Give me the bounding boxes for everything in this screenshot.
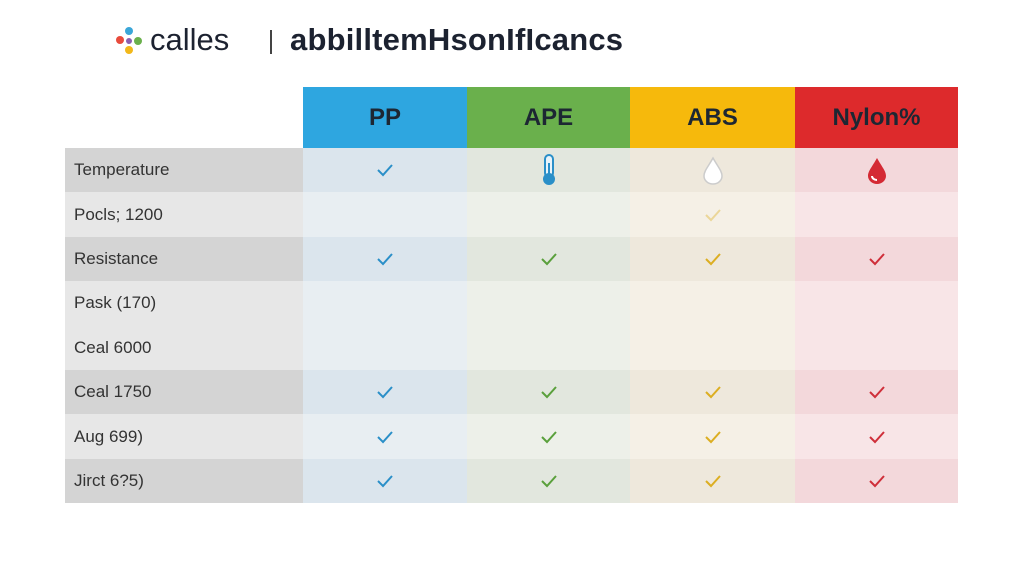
column-header: APE bbox=[467, 87, 630, 148]
cell bbox=[303, 370, 467, 415]
cell bbox=[630, 148, 795, 193]
cell bbox=[795, 148, 958, 193]
brand-logo bbox=[116, 27, 142, 54]
cell bbox=[630, 370, 795, 415]
cell bbox=[303, 236, 467, 282]
cell bbox=[630, 236, 795, 282]
row-label: Aug 699) bbox=[65, 414, 303, 459]
cell bbox=[630, 458, 795, 504]
cell bbox=[303, 192, 467, 237]
cell bbox=[795, 192, 958, 237]
cell bbox=[630, 281, 795, 326]
separator bbox=[270, 30, 272, 54]
cell bbox=[303, 148, 467, 193]
cell bbox=[467, 192, 630, 237]
row-label: Ceal 6000 bbox=[65, 325, 303, 370]
cell bbox=[303, 281, 467, 326]
cell bbox=[303, 325, 467, 370]
cell bbox=[303, 458, 467, 504]
cell bbox=[467, 458, 630, 504]
row-label: Ceal 1750 bbox=[65, 370, 303, 415]
row-label: Jirct 6?5) bbox=[65, 458, 303, 504]
row-label: Pocls; 1200 bbox=[65, 192, 303, 237]
cell bbox=[795, 325, 958, 370]
brand: calles bbox=[150, 22, 230, 57]
column-header: ABS bbox=[630, 87, 795, 148]
cell bbox=[467, 370, 630, 415]
cell bbox=[630, 192, 795, 237]
row-label: Resistance bbox=[65, 236, 303, 282]
cell bbox=[795, 414, 958, 459]
cell bbox=[467, 414, 630, 459]
cell bbox=[630, 414, 795, 459]
cell bbox=[303, 414, 467, 459]
title: abbilltemHsonIfIcancs bbox=[290, 22, 624, 57]
cell bbox=[467, 281, 630, 326]
column-header: Nylon% bbox=[795, 87, 958, 148]
cell bbox=[795, 236, 958, 282]
cell bbox=[467, 325, 630, 370]
row-label: Temperature bbox=[65, 148, 303, 193]
column-header: PP bbox=[303, 87, 467, 148]
cell bbox=[630, 325, 795, 370]
cell bbox=[467, 236, 630, 282]
cell bbox=[467, 148, 630, 193]
cell bbox=[795, 281, 958, 326]
cell bbox=[795, 458, 958, 504]
cell bbox=[795, 370, 958, 415]
row-label: Pask (170) bbox=[65, 281, 303, 326]
